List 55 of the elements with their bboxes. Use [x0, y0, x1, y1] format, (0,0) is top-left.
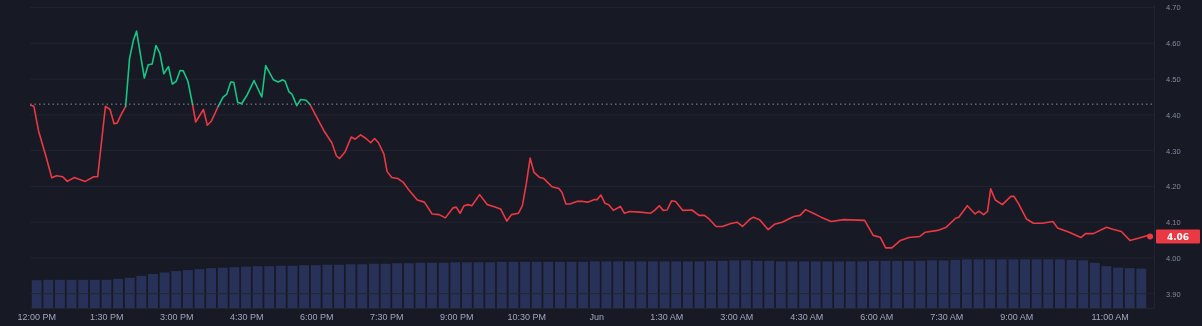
bar	[275, 265, 286, 308]
bar	[961, 259, 972, 308]
bar	[113, 278, 124, 308]
bar	[834, 261, 844, 308]
bar	[682, 261, 693, 308]
bar	[299, 265, 310, 308]
bar	[927, 260, 937, 308]
bar	[473, 262, 484, 308]
x-tick-label: 3:00 AM	[720, 312, 754, 323]
bar	[241, 266, 251, 308]
bar	[1078, 260, 1089, 308]
bar	[694, 261, 705, 308]
bar	[520, 261, 530, 308]
x-tick-label: Jun	[589, 312, 605, 323]
bar	[868, 260, 879, 308]
bar	[368, 263, 379, 308]
bar	[775, 261, 786, 308]
x-tick-label: 4:30 PM	[229, 312, 264, 323]
bar	[206, 268, 217, 308]
bar	[1113, 267, 1123, 308]
x-tick-label: 7:30 PM	[369, 312, 404, 323]
bar	[554, 261, 565, 308]
x-tick-label: 10:30 PM	[507, 312, 547, 323]
bar	[706, 260, 717, 308]
x-tick-label: 7:30 AM	[930, 312, 964, 323]
bar	[427, 262, 437, 308]
bar	[1054, 259, 1065, 308]
x-tick-label: 6:00 AM	[860, 312, 894, 323]
bar	[485, 262, 496, 308]
bar	[613, 261, 624, 308]
bar	[799, 261, 810, 308]
x-tick-label: 4:30 AM	[790, 312, 824, 323]
bar	[461, 262, 472, 308]
bar	[89, 279, 100, 308]
annotation: 4.06	[1166, 231, 1190, 242]
bar	[648, 261, 658, 308]
bar	[148, 273, 158, 308]
bar	[392, 263, 403, 308]
bar	[973, 259, 984, 308]
x-tick-label: 1:30 PM	[89, 312, 124, 323]
bar	[985, 259, 996, 308]
bar	[1020, 259, 1030, 308]
bar	[55, 279, 65, 308]
x-tick-label: 3:00 PM	[159, 312, 194, 323]
x-tick-label: 12:00 PM	[17, 312, 56, 323]
x-tick-label: 1:30 AM	[650, 312, 684, 323]
bar	[741, 260, 751, 308]
bar	[182, 270, 193, 308]
bar	[334, 264, 344, 308]
x-tick-label: 9:00 PM	[440, 312, 474, 323]
bar	[892, 260, 903, 308]
x-tick-label: 11:00 AM	[1091, 312, 1129, 323]
bar	[787, 261, 798, 308]
x-tick-label: 6:00 PM	[299, 312, 334, 323]
x-tick-label: 9:00 AM	[1000, 312, 1034, 323]
